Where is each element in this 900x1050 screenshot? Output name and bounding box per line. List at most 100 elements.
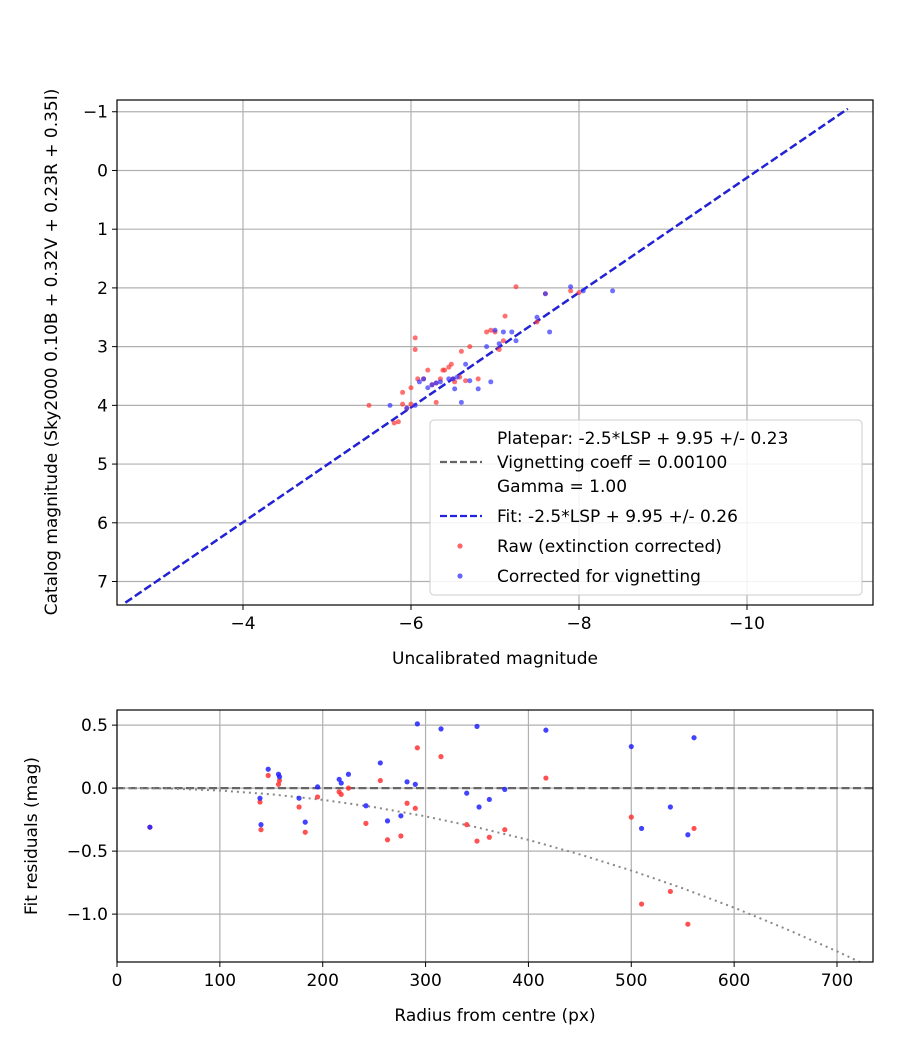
bottom-plot-frame [116, 709, 874, 963]
top-points [366, 284, 616, 426]
bottom-point-raw [685, 921, 691, 927]
bottom-xtick-label: 700 [821, 971, 853, 991]
top-point-corrected [412, 402, 418, 408]
legend-label-raw: Raw (extinction corrected) [497, 537, 722, 557]
bottom-xtick-label: 500 [615, 971, 647, 991]
top-point-raw [467, 344, 473, 350]
bottom-point-corrected [377, 760, 383, 766]
bottom-point-raw [412, 805, 418, 811]
top-point-corrected [429, 382, 435, 388]
bottom-point-raw [296, 804, 302, 810]
bottom-point-raw [338, 791, 344, 798]
top-ytick-label: 1 [97, 220, 108, 240]
top-point-raw [576, 290, 582, 296]
bottom-point-corrected [257, 795, 263, 801]
bottom-xtick-label: 100 [204, 971, 236, 991]
bottom-xlabel: Radius from centre (px) [394, 1006, 595, 1026]
bottom-point-corrected [474, 723, 480, 729]
top-point-raw [408, 401, 414, 407]
bottom-ylabel: Fit residuals (mag) [22, 757, 42, 915]
top-point-corrected [475, 386, 481, 392]
top-xtick-label: −4 [230, 614, 255, 634]
top-point-corrected [542, 291, 548, 297]
legend-label-corrected: Corrected for vignetting [497, 567, 701, 587]
bottom-ticks: 0 100 200 300 400 500 600 700 0.5 0.0 −0.5 −1.0 [67, 716, 854, 991]
bottom-ytick-label: −0.5 [67, 842, 108, 862]
top-xtick-label: −8 [566, 614, 591, 634]
top-point-raw [534, 319, 540, 325]
top-point-raw [408, 385, 414, 391]
top-point-raw [400, 389, 406, 395]
top-point-raw [433, 399, 439, 405]
bottom-xtick-label: 400 [512, 971, 544, 991]
bottom-point-corrected [628, 743, 634, 750]
bottom-point-raw [502, 827, 508, 833]
bottom-point-corrected [638, 825, 645, 832]
top-point-corrected [458, 399, 464, 405]
bottom-point-raw [345, 785, 352, 791]
bottom-point-corrected [363, 803, 369, 809]
bottom-point-corrected [338, 780, 344, 786]
bottom-point-corrected [302, 819, 308, 825]
bottom-point-raw [265, 772, 271, 779]
legend-label-platepar: Platepar: -2.5*LSP + 9.95 +/- 0.23 [497, 429, 788, 449]
bottom-point-corrected [412, 781, 418, 787]
bottom-point-raw [628, 814, 634, 820]
top-ytick-label: −1 [83, 103, 108, 123]
bottom-point-raw [543, 775, 549, 781]
top-line-fit [124, 107, 849, 604]
bottom-point-raw [404, 800, 410, 806]
top-point-corrected [467, 378, 473, 384]
bottom-point-corrected [502, 786, 508, 792]
top-lines [124, 107, 849, 604]
top-plot-frame [116, 99, 874, 606]
top-point-raw [496, 347, 502, 353]
bottom-point-corrected [543, 727, 549, 733]
top-point-raw [412, 335, 418, 341]
bottom-point-raw [464, 822, 470, 828]
top-point-raw [442, 367, 448, 373]
bottom-xtick-label: 200 [306, 971, 338, 991]
top-point-raw [391, 420, 397, 426]
bottom-ytick-label: 0.5 [81, 716, 108, 736]
top-point-corrected [454, 374, 460, 380]
bottom-point-corrected [276, 774, 283, 780]
bottom-point-corrected [258, 822, 264, 828]
legend-box [429, 419, 863, 596]
legend-label-fit: Fit: -2.5*LSP + 9.95 +/- 0.26 [497, 507, 738, 527]
top-point-corrected [433, 380, 439, 386]
bottom-point-raw [384, 837, 391, 843]
top-point-raw [366, 402, 372, 408]
top-point-raw [488, 327, 494, 333]
bottom-xtick-label: 0 [112, 971, 123, 991]
bottom-point-corrected [464, 790, 470, 796]
bottom-point-corrected [476, 804, 482, 810]
bottom-point-corrected [147, 824, 153, 830]
top-ytick-label: 7 [97, 573, 108, 593]
top-xlabel: Uncalibrated magnitude [392, 649, 598, 669]
bottom-lines [117, 787, 873, 962]
bottom-point-corrected [265, 766, 271, 772]
bottom-point-raw [638, 901, 645, 907]
top-point-raw [502, 313, 508, 319]
bottom-point-raw [474, 838, 480, 844]
bottom-xtick-label: 300 [409, 971, 441, 991]
legend: Platepar: -2.5*LSP + 9.95 +/- 0.23 Vigne… [429, 419, 863, 596]
top-point-corrected [421, 376, 427, 382]
top-point-corrected [488, 379, 494, 385]
top-point-raw [395, 419, 401, 425]
bottom-point-raw [398, 833, 404, 839]
bottom-ytick-label: 0.0 [81, 779, 108, 799]
bottom-point-corrected [314, 784, 321, 790]
bottom-point-raw [314, 794, 321, 800]
bottom-point-raw [691, 825, 697, 832]
top-xtick-label: −6 [398, 614, 423, 634]
top-ytick-label: 0 [97, 161, 108, 181]
bottom-point-corrected [398, 813, 404, 819]
bottom-point-corrected [691, 735, 697, 741]
bottom-panel: 0 100 200 300 400 500 600 700 0.5 0.0 −0.5 −1.0 Rad… [22, 709, 874, 1026]
top-point-raw [475, 376, 481, 382]
top-point-raw [448, 361, 454, 367]
legend-marker-raw [457, 543, 463, 549]
